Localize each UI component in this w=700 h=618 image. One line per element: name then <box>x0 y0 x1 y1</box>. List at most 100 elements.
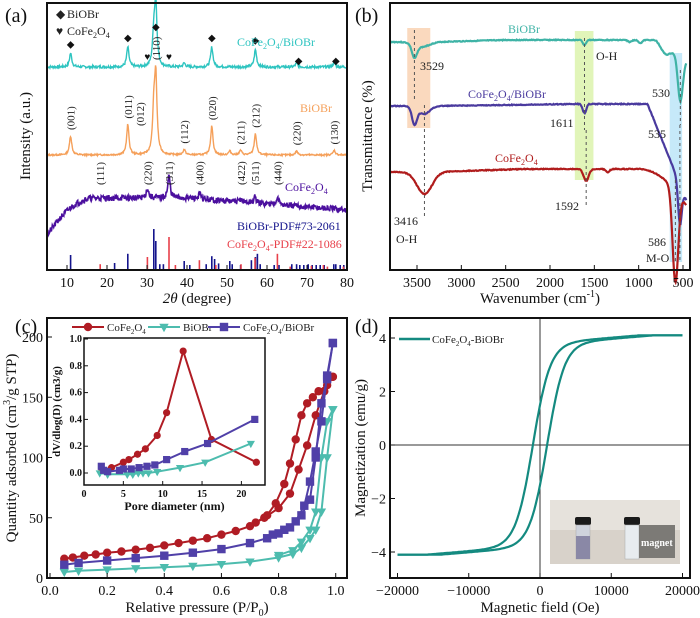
vial-cap-left <box>575 517 591 525</box>
circle-marker <box>285 459 295 468</box>
y-tick-label: 50 <box>29 512 43 527</box>
square-marker <box>181 447 189 456</box>
square-marker <box>219 322 229 332</box>
panel-b-ftir: (b) 3500 3000 2500 2000 1500 1000 500 BiOBr Co… <box>355 2 694 307</box>
circle-marker <box>262 511 272 520</box>
panel-c-label: (c) <box>15 316 37 338</box>
triangle-marker <box>59 568 69 578</box>
peak-annotation: M-O <box>646 251 670 265</box>
x-tick-label: 50 <box>220 276 234 291</box>
ftir-plot-area <box>389 28 688 286</box>
peak-annotation: 3416 <box>394 214 418 228</box>
ftir-x-ticks: 3500 3000 2500 2000 1500 1000 500 <box>403 265 694 291</box>
square-marker <box>127 465 135 473</box>
peak-annotation: O-H <box>596 49 618 63</box>
vsm-ticks: −20000 −10000 0 10000 20000 −4 −2 0 2 4 <box>371 332 700 599</box>
x-tick-label: 40 <box>180 276 194 291</box>
circle-marker <box>252 458 260 466</box>
square-marker <box>305 477 315 486</box>
hkl-label: (111) <box>95 162 107 185</box>
series-label-biobr: BiOBr <box>300 101 332 115</box>
ftir-label-cofe2o4: CoFe2O4 <box>495 151 538 167</box>
triangle-marker <box>102 566 112 575</box>
x-tick-label: 30 <box>140 276 154 291</box>
square-marker <box>305 495 315 504</box>
panel-d-label: (d) <box>355 316 378 338</box>
inset-y-axis-title: dV/dlog(D) (cm3/g) <box>51 366 63 457</box>
magnet-photo-inset: magnet <box>550 500 680 564</box>
series-label-cofe2o4: CoFe2O4 <box>285 180 328 196</box>
circle-marker <box>80 551 89 560</box>
hkl-label: (211) <box>236 121 248 145</box>
x-tick-label: 0.8 <box>270 584 288 599</box>
x-tick-label: 1.0 <box>327 584 345 599</box>
circle-marker <box>302 441 312 450</box>
hkl-label: (012) <box>135 102 147 126</box>
ftir-label-biobr: BiOBr <box>508 22 540 36</box>
square-marker <box>188 548 198 557</box>
heart-marker-icon: ♥ <box>166 52 172 63</box>
y-tick-label: 4 <box>379 332 386 347</box>
circle-marker <box>160 541 169 550</box>
circle-marker <box>141 445 149 453</box>
triangle-marker <box>245 558 255 567</box>
bet-y-axis-title: Quantity adsorbed (cm3/g STP) <box>2 354 20 543</box>
x-tick-label: 3500 <box>403 276 431 291</box>
hkl-label: (440) <box>272 161 284 185</box>
square-marker <box>104 468 112 476</box>
ftir-x-axis-title: Wavenumber (cm-1) <box>480 289 600 307</box>
hkl-label: (311) <box>164 161 176 185</box>
square-marker <box>251 415 259 423</box>
triangle-marker <box>159 563 169 573</box>
ftir-series-cofe2o4 <box>389 167 688 286</box>
inset-y-tick-label: 0.4 <box>70 414 83 425</box>
square-marker <box>311 453 320 462</box>
peak-annotation: 1592 <box>555 199 579 213</box>
legend-cofe2o4-label: CoFe2O4 <box>67 24 110 40</box>
square-marker <box>131 553 140 563</box>
circle-marker <box>133 450 142 458</box>
vsm-x-axis-title: Magnetic field (Oe) <box>480 600 599 616</box>
square-marker <box>317 399 326 408</box>
square-marker <box>217 544 226 554</box>
legend-label: CoFe2O4 <box>107 322 146 336</box>
hkl-label: (511) <box>250 161 262 185</box>
x-tick-label: 0.6 <box>213 584 231 599</box>
circle-marker <box>251 518 260 527</box>
x-tick-label: 2000 <box>536 276 564 291</box>
x-tick-label: 3000 <box>447 276 475 291</box>
triangle-marker <box>246 440 255 449</box>
circle-marker <box>285 489 295 498</box>
xrd-frame <box>46 2 348 271</box>
hysteresis-descending-branch <box>397 334 683 556</box>
hkl-label: (110) <box>151 36 163 60</box>
triangle-marker <box>216 560 227 570</box>
x-tick-label: −20000 <box>376 584 419 599</box>
ref-label-biobr: BiOBr-PDF#73-2061 <box>237 219 341 233</box>
diamond-marker-icon: ◆ <box>295 56 303 67</box>
xrd-x-axis-title: 2θ (degree) <box>163 291 232 307</box>
diamond-marker-icon: ◆ <box>152 22 160 33</box>
square-marker <box>203 439 212 448</box>
vsm-legend-label: CoFe2O4-BiOBr <box>432 334 504 348</box>
hkl-label: (400) <box>194 161 206 185</box>
circle-marker <box>294 465 303 474</box>
triangle-marker <box>311 508 321 517</box>
square-marker <box>262 534 272 543</box>
x-tick-label: 0.4 <box>156 584 174 599</box>
circle-marker <box>102 548 112 557</box>
circle-marker <box>188 536 198 545</box>
circle-marker <box>91 550 100 559</box>
x-tick-label: 500 <box>673 276 694 291</box>
triangle-marker <box>305 526 315 535</box>
x-tick-label: 70 <box>300 276 314 291</box>
legend-heart-icon: ♥ <box>56 24 63 38</box>
ftir-y-axis-title: Transmittance (%) <box>360 80 376 192</box>
square-marker <box>328 338 338 348</box>
circle-marker <box>125 456 133 464</box>
inset-y-tick-label: 0.2 <box>70 441 83 452</box>
hkl-label: (220) <box>292 121 304 145</box>
circle-marker <box>297 411 306 420</box>
bet-plot-area <box>59 338 338 578</box>
